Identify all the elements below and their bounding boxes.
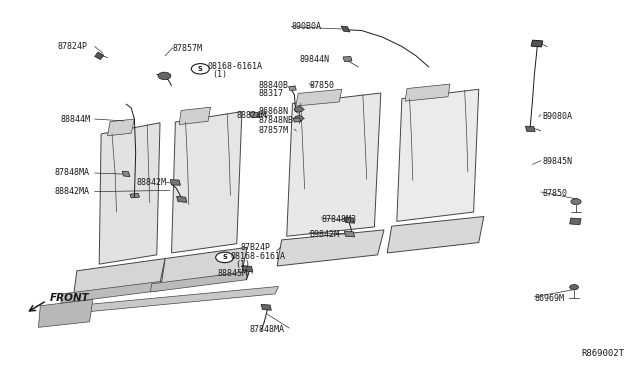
Polygon shape — [242, 266, 253, 272]
Text: 87848NB: 87848NB — [259, 116, 294, 125]
Polygon shape — [405, 84, 450, 101]
Text: 87857M: 87857M — [259, 126, 289, 135]
Circle shape — [294, 107, 303, 112]
Polygon shape — [122, 171, 130, 177]
Polygon shape — [172, 112, 242, 253]
Text: 88317: 88317 — [259, 89, 284, 98]
Text: B9842M: B9842M — [309, 230, 339, 239]
Text: 890B0A: 890B0A — [291, 22, 321, 31]
Polygon shape — [531, 40, 543, 47]
Polygon shape — [74, 259, 165, 296]
Polygon shape — [570, 218, 581, 225]
Polygon shape — [525, 126, 535, 132]
Polygon shape — [161, 247, 247, 285]
Text: (1): (1) — [212, 70, 227, 79]
Polygon shape — [108, 119, 134, 136]
Text: 87B24P: 87B24P — [241, 243, 271, 252]
Text: 87850: 87850 — [543, 189, 568, 198]
Text: 87857M: 87857M — [173, 44, 203, 53]
Polygon shape — [277, 230, 384, 266]
Text: 88842MA: 88842MA — [54, 187, 90, 196]
Text: 86969M: 86969M — [534, 294, 564, 303]
Polygon shape — [150, 272, 248, 292]
Polygon shape — [170, 180, 180, 185]
Polygon shape — [344, 217, 355, 223]
Text: 87848MA: 87848MA — [54, 169, 90, 177]
Polygon shape — [95, 52, 104, 60]
Text: FRONT: FRONT — [50, 293, 90, 302]
Circle shape — [158, 72, 171, 80]
Polygon shape — [289, 86, 296, 90]
Circle shape — [570, 285, 579, 290]
Text: 87848M3: 87848M3 — [322, 215, 357, 224]
Text: 88842M: 88842M — [136, 178, 166, 187]
Text: 89844N: 89844N — [300, 55, 330, 64]
Polygon shape — [397, 89, 479, 221]
Text: 88845M: 88845M — [218, 269, 248, 278]
Text: 89845N: 89845N — [543, 157, 573, 166]
Polygon shape — [99, 123, 160, 264]
Polygon shape — [179, 107, 211, 125]
Polygon shape — [250, 112, 259, 118]
Text: R869002T: R869002T — [581, 349, 624, 358]
Polygon shape — [387, 217, 484, 253]
Polygon shape — [343, 57, 352, 61]
Polygon shape — [61, 281, 165, 303]
Circle shape — [571, 199, 581, 205]
Circle shape — [191, 64, 209, 74]
Text: 87824P: 87824P — [58, 42, 88, 51]
Polygon shape — [344, 231, 355, 237]
Text: 88840B: 88840B — [259, 81, 289, 90]
Polygon shape — [261, 304, 271, 310]
Text: B9080A: B9080A — [543, 112, 573, 121]
Circle shape — [216, 252, 234, 263]
Polygon shape — [38, 299, 93, 327]
Polygon shape — [61, 286, 278, 314]
Text: (1): (1) — [236, 260, 250, 269]
Polygon shape — [341, 26, 350, 32]
Text: S: S — [198, 66, 203, 72]
Text: 88844M: 88844M — [61, 115, 91, 124]
Polygon shape — [293, 118, 301, 122]
Polygon shape — [130, 193, 140, 198]
Polygon shape — [177, 196, 187, 202]
Polygon shape — [287, 93, 381, 236]
Text: 08168-6161A: 08168-6161A — [208, 62, 263, 71]
Text: 87850: 87850 — [309, 81, 334, 90]
Text: S: S — [222, 254, 227, 260]
Text: 87848MA: 87848MA — [250, 325, 285, 334]
Text: 08168-6161A: 08168-6161A — [230, 252, 285, 261]
Text: 86868N: 86868N — [259, 107, 289, 116]
Circle shape — [294, 116, 303, 121]
Polygon shape — [296, 89, 342, 106]
Text: 88824M: 88824M — [237, 111, 267, 120]
